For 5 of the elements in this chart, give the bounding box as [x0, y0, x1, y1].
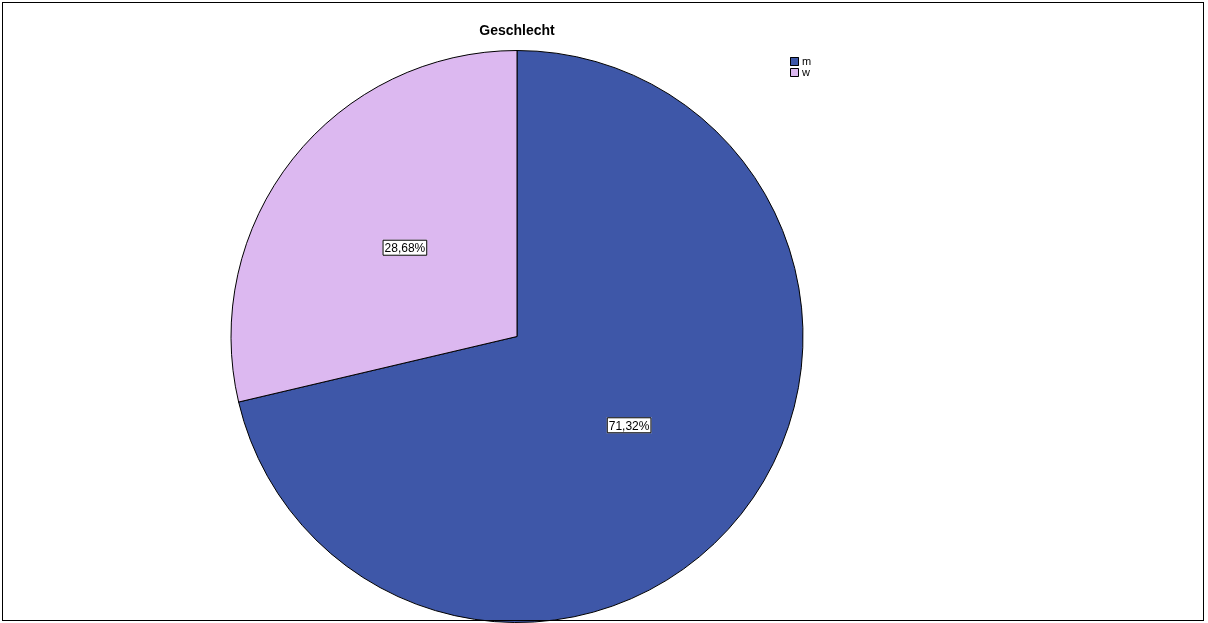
data-label: 28,68%: [384, 241, 426, 256]
chart-title: Geschlecht: [479, 21, 556, 38]
legend-label: w: [801, 66, 810, 79]
legend-label: m: [802, 55, 812, 68]
data-label: 71,32%: [608, 418, 650, 433]
